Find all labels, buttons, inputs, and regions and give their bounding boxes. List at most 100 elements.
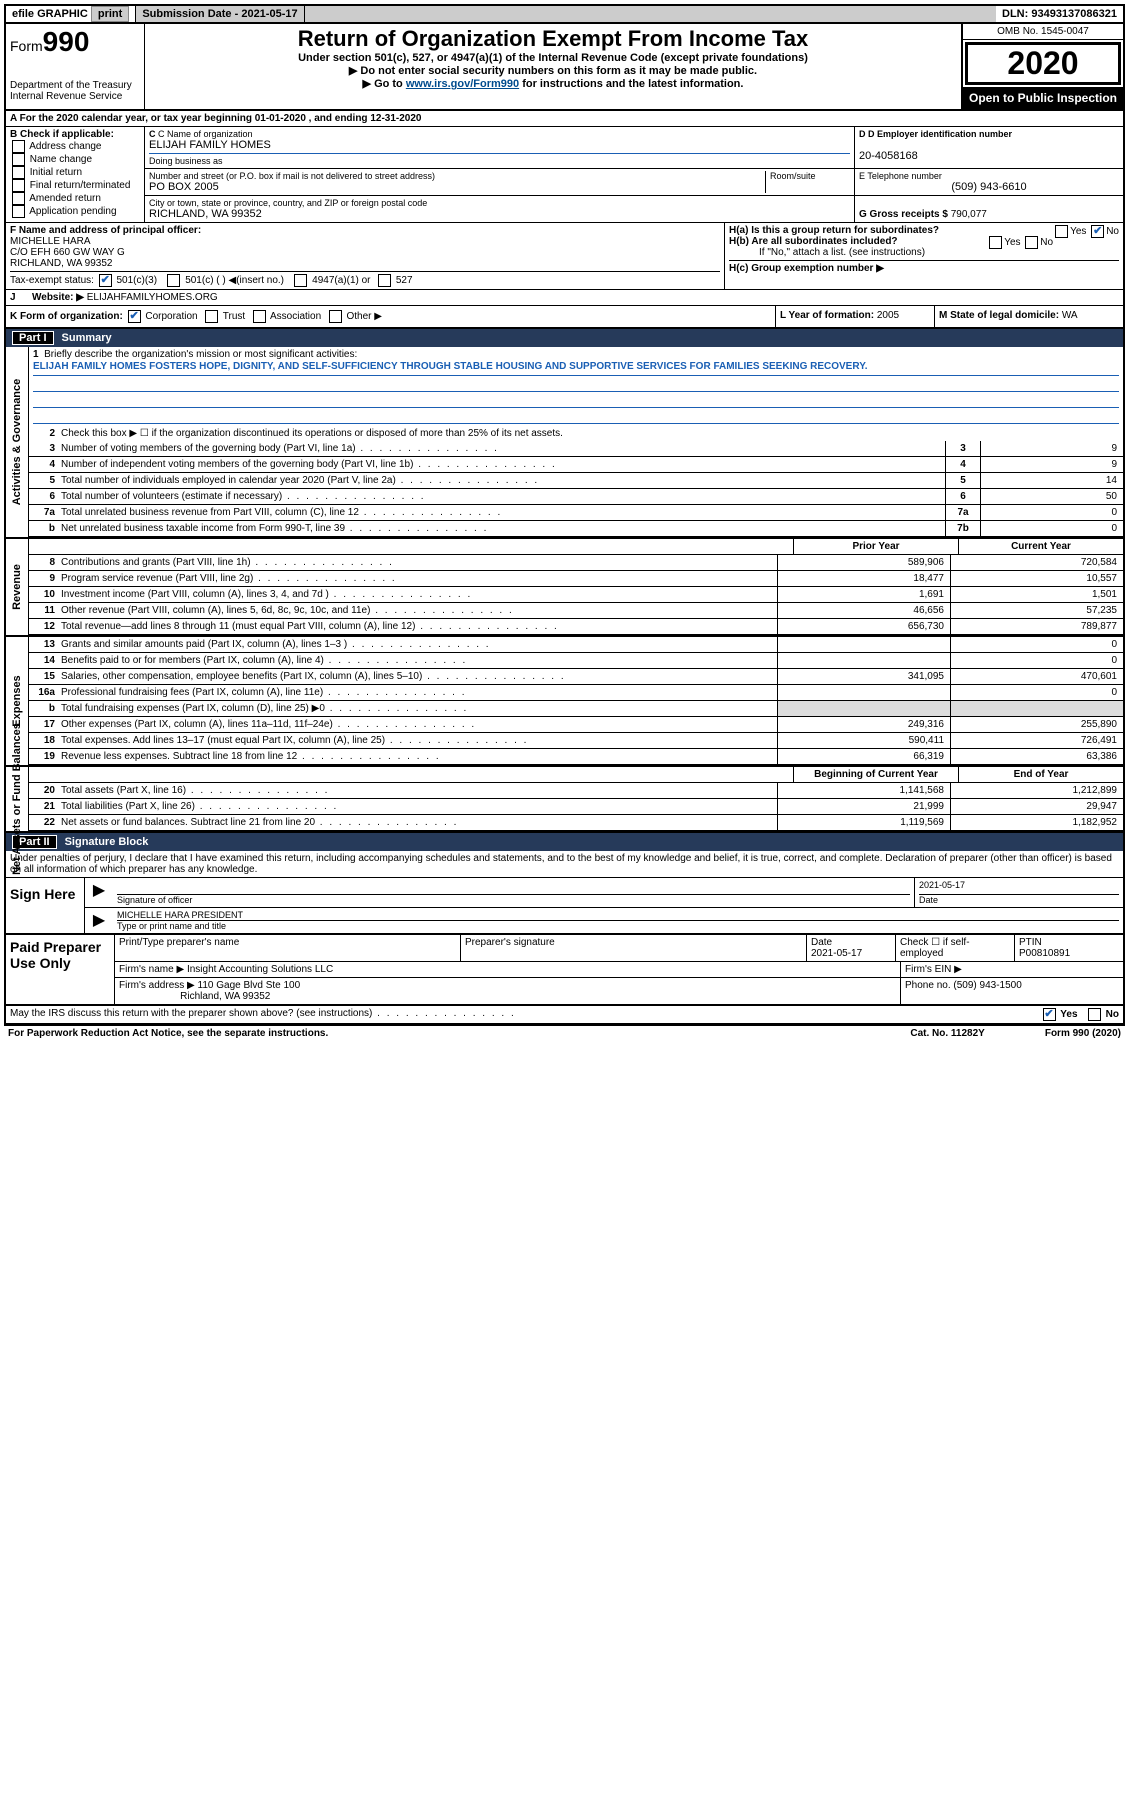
data-line: 19Revenue less expenses. Subtract line 1… [29,749,1123,765]
chk-corp[interactable] [128,310,141,323]
discuss-yes[interactable] [1043,1008,1056,1021]
data-line: 8Contributions and grants (Part VIII, li… [29,555,1123,571]
chk-4947[interactable] [294,274,307,287]
data-line: 20Total assets (Part X, line 16)1,141,56… [29,783,1123,799]
city-label: City or town, state or province, country… [149,198,850,208]
footer-mid: Cat. No. 11282Y [910,1028,984,1039]
col-b-item: Application pending [10,205,140,218]
arrow-icon: ▶ [85,908,113,933]
ha-no[interactable] [1091,225,1104,238]
hb-no[interactable] [1025,236,1038,249]
form-header: Form990 Department of the Treasury Inter… [6,24,1123,111]
chk-other[interactable] [329,310,342,323]
hb-note: If "No," attach a list. (see instruction… [729,247,1119,258]
row-j: J Website: ▶ ELIJAHFAMILYHOMES.ORG [6,290,1123,306]
chk-assoc[interactable] [253,310,266,323]
irs: Internal Revenue Service [10,91,140,102]
header-center: Return of Organization Exempt From Incom… [145,24,961,109]
chk-527[interactable] [378,274,391,287]
chk-501c3[interactable] [99,274,112,287]
data-line: 11Other revenue (Part VIII, column (A), … [29,603,1123,619]
data-line: 15Salaries, other compensation, employee… [29,669,1123,685]
line-1: 1 Briefly describe the organization's mi… [29,347,1123,426]
block-bcd: B Check if applicable: Address change Na… [6,127,1123,223]
subtitle1: Under section 501(c), 527, or 4947(a)(1)… [151,52,955,64]
net-vlabel: Net Assets or Fund Balances [6,767,29,831]
row-klm: K Form of organization: Corporation Trus… [6,306,1123,329]
gov-line: bNet unrelated business taxable income f… [29,521,1123,537]
data-line: 14Benefits paid to or for members (Part … [29,653,1123,669]
prep-check: Check ☐ if self-employed [896,935,1015,961]
data-line: 16aProfessional fundraising fees (Part I… [29,685,1123,701]
officer-addr1: C/O EFH 660 GW WAY G [10,247,720,258]
addr-label: Number and street (or P.O. box if mail i… [149,171,765,181]
inspection-label: Open to Public Inspection [963,87,1123,109]
sig-label: Signature of officer [117,895,192,905]
dba-label: Doing business as [149,156,850,166]
gov-line: 5Total number of individuals employed in… [29,473,1123,489]
efile-label: efile GRAPHIC print [6,6,136,22]
mission-text: ELIJAH FAMILY HOMES FOSTERS HOPE, DIGNIT… [33,360,1119,376]
sig-intro: Under penalties of perjury, I declare th… [6,851,1123,878]
subtitle3: Go to www.irs.gov/Form990 for instructio… [151,77,955,90]
checkbox[interactable] [12,140,25,153]
firm-addr2: Richland, WA 99352 [180,991,270,1002]
checkbox[interactable] [12,166,25,179]
discuss-no[interactable] [1088,1008,1101,1021]
col-b-item: Amended return [10,192,140,205]
sig-name: MICHELLE HARA PRESIDENT [117,910,1119,921]
top-bar: efile GRAPHIC print Submission Date - 20… [6,6,1123,24]
header-left: Form990 Department of the Treasury Inter… [6,24,145,109]
gov-line: 6Total number of volunteers (estimate if… [29,489,1123,505]
gov-line: 7aTotal unrelated business revenue from … [29,505,1123,521]
prep-name-label: Print/Type preparer's name [119,937,239,948]
preparer-label: Paid Preparer Use Only [6,935,115,1004]
city: RICHLAND, WA 99352 [149,208,850,220]
gov-section: Activities & Governance 1 Briefly descri… [6,347,1123,539]
chk-trust[interactable] [205,310,218,323]
line-2: 2 Check this box ▶ ☐ if the organization… [29,426,1123,441]
chk-501c[interactable] [167,274,180,287]
print-button[interactable]: print [91,6,129,22]
sign-here-label: Sign Here [6,878,85,933]
footer: For Paperwork Reduction Act Notice, see … [4,1026,1125,1041]
sig-date: 2021-05-17 [919,880,1119,895]
exp-section: Expenses 13Grants and similar amounts pa… [6,637,1123,767]
part-ii-header: Part II Signature Block [6,833,1123,851]
firm-ein-label: Firm's EIN ▶ [901,962,1123,977]
prep-sig-label: Preparer's signature [465,937,555,948]
arrow-icon: ▶ [85,878,113,907]
hb-yes[interactable] [989,236,1002,249]
ptin-label: PTIN [1019,937,1042,948]
k-label: K Form of organization: [10,311,123,322]
sig-name-label: Type or print name and title [117,921,226,931]
data-line: 17Other expenses (Part IX, column (A), l… [29,717,1123,733]
checkbox[interactable] [12,192,25,205]
part-i-header: Part I Summary [6,329,1123,347]
data-line: 13Grants and similar amounts paid (Part … [29,637,1123,653]
form-container: efile GRAPHIC print Submission Date - 20… [4,4,1125,1026]
col-b: B Check if applicable: Address change Na… [6,127,145,222]
irs-link[interactable]: www.irs.gov/Form990 [406,78,519,90]
topbar-spacer [305,6,996,22]
checkbox[interactable] [12,153,25,166]
submission-date: Submission Date - 2021-05-17 [136,6,304,22]
data-line: 18Total expenses. Add lines 13–17 (must … [29,733,1123,749]
firm-addr1: 110 Gage Blvd Ste 100 [198,980,301,991]
checkbox[interactable] [12,205,25,218]
gov-line: 3Number of voting members of the governi… [29,441,1123,457]
dept-treasury: Department of the Treasury [10,80,140,91]
ha-yes[interactable] [1055,225,1068,238]
rev-vlabel: Revenue [6,539,29,635]
col-f: F Name and address of principal officer:… [6,223,725,289]
prep-date: 2021-05-17 [811,948,862,959]
gross-label: G Gross receipts $ [859,209,948,220]
ein: 20-4058168 [859,150,1119,162]
section-a: A For the 2020 calendar year, or tax yea… [6,111,1123,127]
col-b-item: Final return/terminated [10,179,140,192]
hc: H(c) Group exemption number ▶ [729,260,1119,274]
block-fh: F Name and address of principal officer:… [6,223,1123,290]
officer-addr2: RICHLAND, WA 99352 [10,258,720,269]
col-b-item: Initial return [10,166,140,179]
checkbox[interactable] [12,179,25,192]
